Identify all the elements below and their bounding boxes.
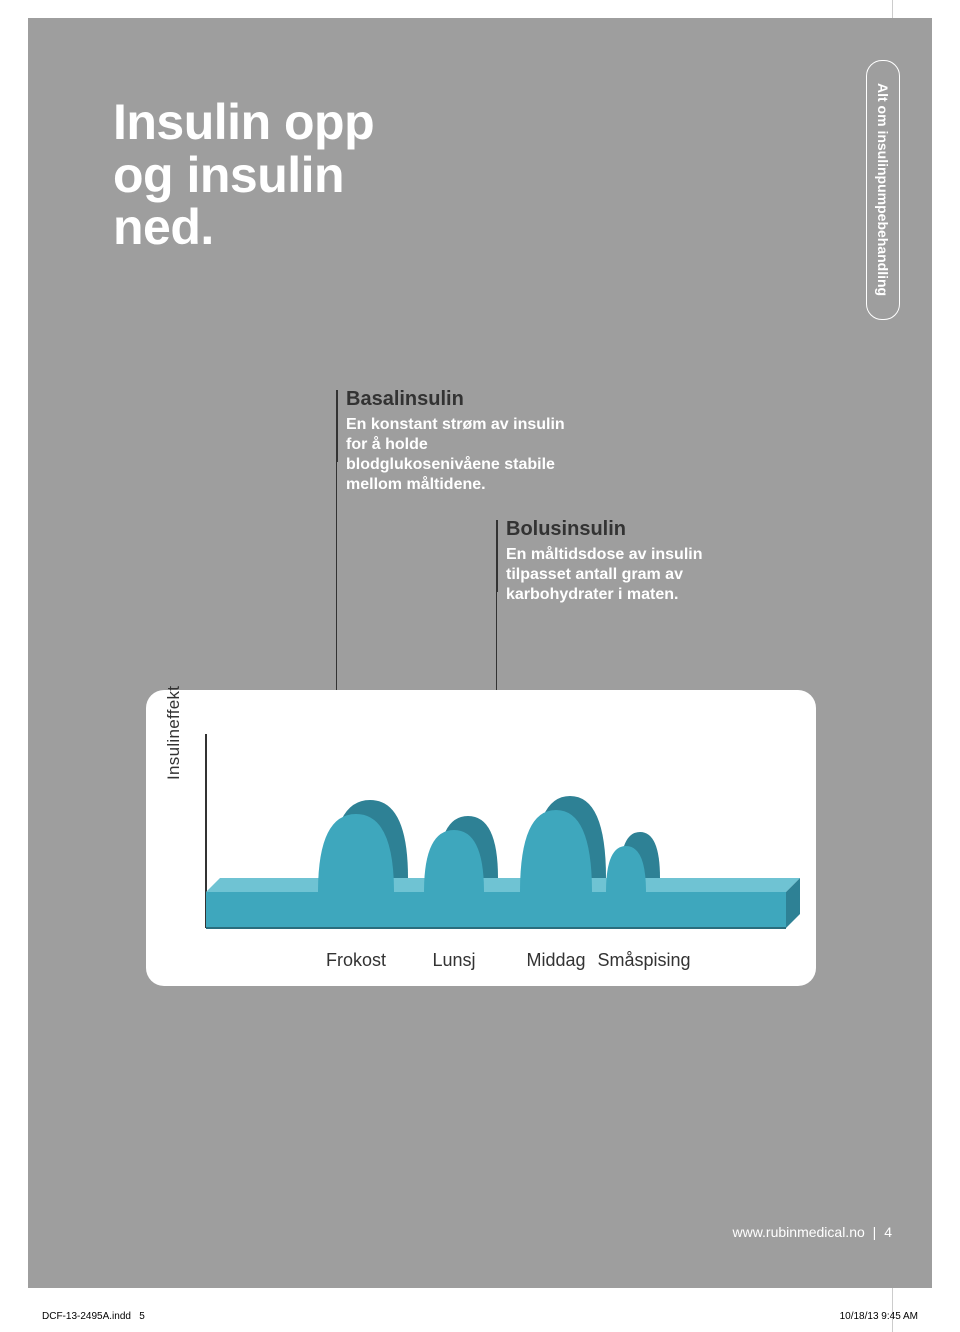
print-mark-file: DCF-13-2495A.indd 5 xyxy=(42,1311,145,1322)
footer-separator: | xyxy=(873,1224,877,1240)
chart-card: Insulineffekt FrokostLunsjMiddagSmåspisi… xyxy=(146,690,816,986)
callout-basal: Basalinsulin En konstant strøm av insuli… xyxy=(346,388,576,495)
print-file-name: DCF-13-2495A.indd xyxy=(42,1311,131,1322)
x-label: Frokost xyxy=(326,950,386,971)
page-title: Insulin opp og insulin ned. xyxy=(113,96,374,254)
sidebar-tab-label: Alt om insulinpumpebehandling xyxy=(875,83,891,296)
footer-page-number: 4 xyxy=(884,1224,892,1240)
callout-bolus-title: Bolusinsulin xyxy=(506,518,716,541)
insulin-chart xyxy=(146,690,816,986)
footer-url: www.rubinmedical.no xyxy=(732,1224,864,1240)
callout-bolus-body: En måltidsdose av insulin tilpasset anta… xyxy=(506,545,716,605)
callout-bolus: Bolusinsulin En måltidsdose av insulin t… xyxy=(506,518,716,605)
title-line-2: og insulin xyxy=(113,147,344,203)
title-line-3: ned. xyxy=(113,199,214,255)
print-mark-timestamp: 10/18/13 9:45 AM xyxy=(840,1311,918,1322)
callout-bolus-bar xyxy=(496,520,498,592)
page-panel: Insulin opp og insulin ned. Alt om insul… xyxy=(28,18,932,1288)
print-sheet-number: 5 xyxy=(139,1311,145,1322)
sidebar-tab: Alt om insulinpumpebehandling xyxy=(866,60,900,320)
x-label: Småspising xyxy=(597,950,690,971)
page-footer: www.rubinmedical.no | 4 xyxy=(732,1224,892,1240)
callout-basal-body: En konstant strøm av insulin for å holde… xyxy=(346,415,576,495)
x-label: Lunsj xyxy=(432,950,475,971)
title-line-1: Insulin opp xyxy=(113,94,374,150)
callout-basal-title: Basalinsulin xyxy=(346,388,576,411)
callout-basal-bar xyxy=(336,390,338,462)
y-axis-label: Insulineffekt xyxy=(164,686,184,780)
x-label: Middag xyxy=(526,950,585,971)
